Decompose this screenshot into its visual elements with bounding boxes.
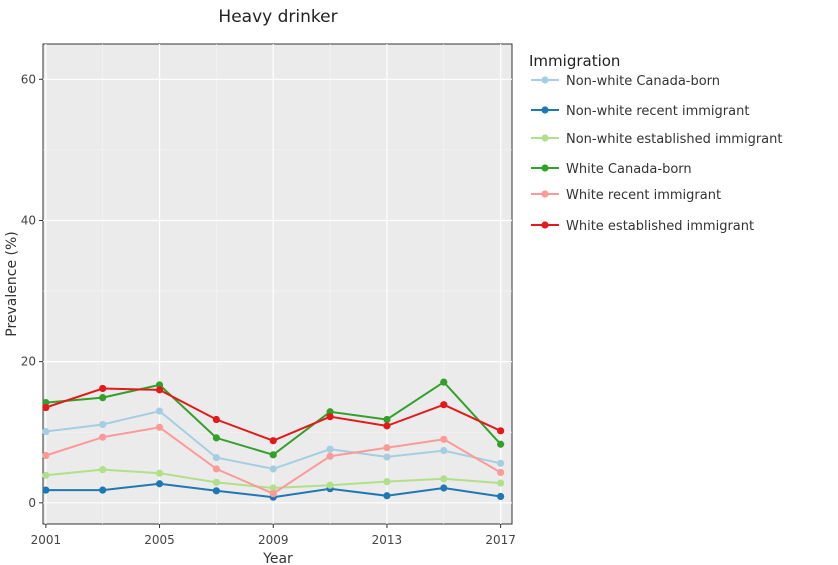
data-point-4-2 xyxy=(155,423,164,431)
data-point-5-0 xyxy=(42,403,50,412)
y-tick-label: 40 xyxy=(21,213,36,227)
data-point-5-4 xyxy=(269,437,277,445)
data-point-2-5 xyxy=(326,481,334,489)
legend-title: Immigration xyxy=(529,52,620,70)
data-point-2-4 xyxy=(269,484,277,492)
x-tick-label: 2009 xyxy=(258,533,289,547)
data-point-1-2 xyxy=(155,480,164,488)
axes: 0 20 40 60 2001 2005 2009 2013 2017 xyxy=(21,72,516,547)
data-point-0-8 xyxy=(497,459,505,467)
data-point-5-5 xyxy=(326,413,334,421)
data-point-5-2 xyxy=(155,386,164,394)
x-tick-label: 2001 xyxy=(31,533,62,547)
legend-label: Non-white established immigrant xyxy=(566,132,782,147)
data-point-4-3 xyxy=(212,465,220,473)
data-point-3-8 xyxy=(497,440,505,448)
data-point-3-7 xyxy=(440,378,448,386)
data-point-3-1 xyxy=(99,394,107,402)
data-point-4-4 xyxy=(269,490,277,498)
data-point-1-7 xyxy=(440,484,448,492)
y-axis-title: Prevalence (%) xyxy=(4,231,20,337)
data-point-4-5 xyxy=(326,452,334,460)
data-point-0-6 xyxy=(383,453,391,461)
data-point-3-3 xyxy=(212,434,220,442)
data-point-4-6 xyxy=(383,444,391,452)
plot-panel xyxy=(42,43,513,525)
data-point-0-0 xyxy=(42,427,50,436)
y-tick-label: 60 xyxy=(21,72,36,86)
legend-key-point xyxy=(541,190,549,198)
data-point-0-4 xyxy=(269,465,277,473)
legend-key-point xyxy=(541,164,549,172)
data-point-2-1 xyxy=(99,466,107,474)
chart-title: Heavy drinker xyxy=(218,7,337,27)
data-point-5-8 xyxy=(497,427,505,435)
legend-key-point xyxy=(541,76,549,84)
data-point-3-5 xyxy=(326,408,334,416)
data-point-0-7 xyxy=(440,446,448,455)
y-tick-label: 0 xyxy=(28,496,36,510)
y-tick-label: 20 xyxy=(21,355,36,369)
series-points xyxy=(42,378,505,501)
data-point-0-5 xyxy=(326,445,334,453)
data-point-4-8 xyxy=(497,468,505,477)
data-point-3-2 xyxy=(155,381,164,389)
data-point-4-7 xyxy=(440,435,448,443)
legend-label: White recent immigrant xyxy=(566,188,721,203)
data-point-4-0 xyxy=(42,451,50,460)
data-point-0-3 xyxy=(212,454,220,462)
data-point-4-1 xyxy=(99,433,107,441)
data-point-3-0 xyxy=(42,398,50,407)
legend-label: White Canada-born xyxy=(566,162,692,177)
data-point-3-6 xyxy=(383,415,391,424)
data-point-3-4 xyxy=(269,451,277,459)
data-point-0-2 xyxy=(155,407,164,415)
data-point-1-6 xyxy=(383,492,391,500)
legend-label: Non-white Canada-born xyxy=(566,74,720,89)
x-tick-label: 2013 xyxy=(372,533,403,547)
legend-label: White established immigrant xyxy=(566,219,754,234)
data-point-2-8 xyxy=(497,479,505,487)
data-point-5-3 xyxy=(212,415,220,424)
data-point-2-0 xyxy=(42,471,50,479)
legend-key-point xyxy=(541,134,549,142)
x-tick-label: 2005 xyxy=(144,533,175,547)
legend: Immigration Non-white Canada-born Non-whi… xyxy=(529,52,782,234)
x-tick-label: 2017 xyxy=(485,533,516,547)
data-point-5-1 xyxy=(99,384,107,393)
data-point-5-6 xyxy=(383,422,391,430)
grid-lines xyxy=(43,44,512,524)
data-point-1-1 xyxy=(99,486,107,494)
data-point-2-6 xyxy=(383,478,391,486)
data-point-2-7 xyxy=(440,475,448,483)
x-axis-title: Year xyxy=(262,551,293,565)
legend-key-point xyxy=(541,221,549,229)
data-point-2-3 xyxy=(212,478,220,486)
legend-label: Non-white recent immigrant xyxy=(566,104,749,119)
data-point-5-7 xyxy=(440,401,448,409)
data-point-1-8 xyxy=(497,492,505,501)
data-point-1-3 xyxy=(212,487,220,495)
data-point-0-1 xyxy=(99,420,107,429)
data-point-1-0 xyxy=(42,486,50,494)
legend-key-point xyxy=(541,106,549,114)
data-point-2-2 xyxy=(155,469,164,477)
